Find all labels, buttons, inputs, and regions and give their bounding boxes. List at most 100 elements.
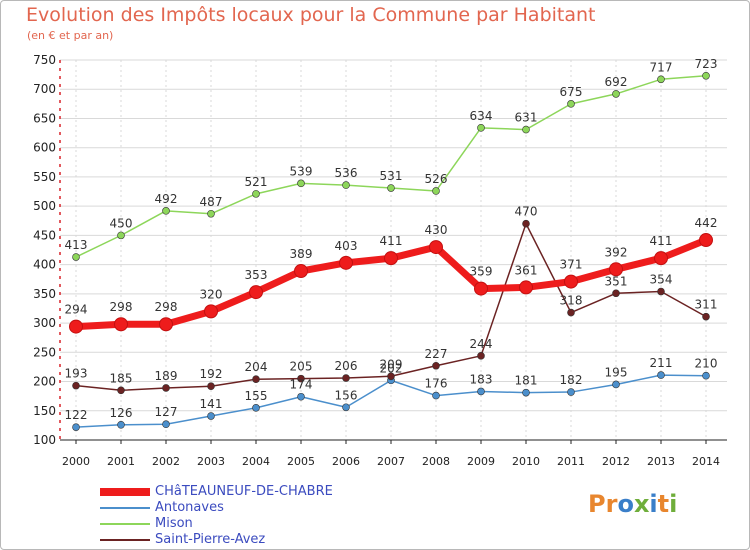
data-point-ch-teauneuf-de-chabre [699,233,713,248]
legend-label-saint-pierre-avez: Saint-Pierre-Avez [155,532,266,547]
x-tick-label: 2005 [287,455,315,468]
data-label-antonaves: 195 [605,365,628,379]
chart-title: Evolution des Impôts locaux pour la Comm… [26,4,596,26]
x-tick-label: 2014 [692,455,720,468]
data-point-antonaves [342,403,350,412]
data-point-mison [117,231,125,240]
data-label-ch-teauneuf-de-chabre: 411 [650,234,673,248]
data-point-mison [297,179,305,188]
data-point-ch-teauneuf-de-chabre [339,255,353,270]
data-label-antonaves: 176 [425,377,448,391]
proxiti-logo: Proxiti [588,490,677,518]
x-tick-label: 2002 [152,455,180,468]
data-point-saint-pierre-avez [342,374,350,382]
data-point-saint-pierre-avez [522,219,530,228]
x-tick-label: 2008 [422,455,450,468]
legend-swatch-mison [100,523,150,525]
data-label-antonaves: 182 [560,373,583,387]
data-label-saint-pierre-avez: 311 [695,298,718,312]
data-label-saint-pierre-avez: 470 [515,205,538,219]
data-point-saint-pierre-avez [252,375,260,384]
y-tick-label: 500 [33,199,56,213]
data-label-ch-teauneuf-de-chabre: 392 [605,245,628,259]
data-label-saint-pierre-avez: 185 [110,371,133,385]
data-point-saint-pierre-avez [297,374,305,383]
data-point-ch-teauneuf-de-chabre [519,280,533,295]
data-point-antonaves [207,412,215,420]
data-label-ch-teauneuf-de-chabre: 320 [200,287,223,301]
x-tick-label: 2011 [557,455,585,468]
legend-swatch-antonaves [100,507,150,509]
logo-letter: o [617,490,634,518]
logo-letter: P [588,490,606,518]
data-point-ch-teauneuf-de-chabre [114,317,128,332]
data-label-antonaves: 155 [245,389,268,403]
data-point-ch-teauneuf-de-chabre [69,319,83,334]
logo-letter: t [657,490,670,518]
data-point-ch-teauneuf-de-chabre [429,240,443,255]
y-tick-label: 200 [33,375,56,389]
y-tick-label: 550 [33,170,56,184]
data-label-ch-teauneuf-de-chabre: 403 [335,239,358,253]
data-label-saint-pierre-avez: 351 [605,274,628,288]
data-point-saint-pierre-avez [612,289,620,298]
data-point-mison [162,207,170,215]
logo-letter: x [633,490,650,518]
data-point-antonaves [477,387,485,396]
data-point-saint-pierre-avez [162,384,170,392]
y-tick-label: 700 [33,82,56,96]
data-point-mison [432,187,440,195]
data-label-mison: 531 [380,169,403,183]
data-label-ch-teauneuf-de-chabre: 411 [380,234,403,248]
data-label-ch-teauneuf-de-chabre: 294 [65,303,88,317]
data-label-ch-teauneuf-de-chabre: 361 [515,263,538,277]
data-point-saint-pierre-avez [657,287,665,296]
y-tick-label: 350 [33,287,56,301]
data-point-antonaves [432,391,440,400]
data-point-antonaves [297,392,305,401]
data-label-saint-pierre-avez: 205 [290,360,313,374]
data-point-antonaves [702,371,710,380]
y-tick-label: 100 [33,433,56,447]
data-label-ch-teauneuf-de-chabre: 430 [425,223,448,237]
data-point-mison [387,184,395,192]
x-tick-label: 2013 [647,455,675,468]
data-label-antonaves: 122 [65,408,88,422]
data-point-saint-pierre-avez [567,308,575,317]
data-point-mison [522,125,530,134]
legend-swatch-ch-teauneuf-de-chabre [100,488,150,496]
data-point-mison [252,190,260,198]
legend-swatch-saint-pierre-avez [100,539,150,541]
y-tick-label: 400 [33,258,56,272]
data-point-mison [657,75,665,84]
data-point-antonaves [612,380,620,389]
data-label-saint-pierre-avez: 204 [245,360,268,374]
data-label-mison: 492 [155,192,178,206]
y-tick-label: 650 [33,111,56,125]
x-tick-label: 2006 [332,455,360,468]
data-label-saint-pierre-avez: 209 [380,357,403,371]
data-point-ch-teauneuf-de-chabre [564,274,578,289]
data-label-antonaves: 127 [155,405,178,419]
data-point-saint-pierre-avez [387,372,395,381]
data-point-mison [567,100,575,108]
data-label-antonaves: 210 [695,357,718,371]
legend-label-ch-teauneuf-de-chabre: CHâTEAUNEUF-DE-CHABRE [155,484,333,499]
data-point-antonaves [657,371,665,379]
data-label-antonaves: 181 [515,374,538,388]
data-point-antonaves [522,388,530,397]
data-point-saint-pierre-avez [117,386,125,395]
data-point-antonaves [252,404,260,412]
data-label-mison: 536 [335,166,358,180]
y-tick-label: 750 [33,53,56,67]
data-label-saint-pierre-avez: 206 [335,359,358,373]
data-point-ch-teauneuf-de-chabre [204,304,218,319]
data-label-ch-teauneuf-de-chabre: 353 [245,268,268,282]
data-point-saint-pierre-avez [432,361,440,370]
data-point-mison [72,253,80,261]
logo-letter: r [605,490,618,518]
y-tick-label: 150 [33,404,56,418]
data-point-ch-teauneuf-de-chabre [159,317,173,332]
data-point-ch-teauneuf-de-chabre [294,264,308,279]
